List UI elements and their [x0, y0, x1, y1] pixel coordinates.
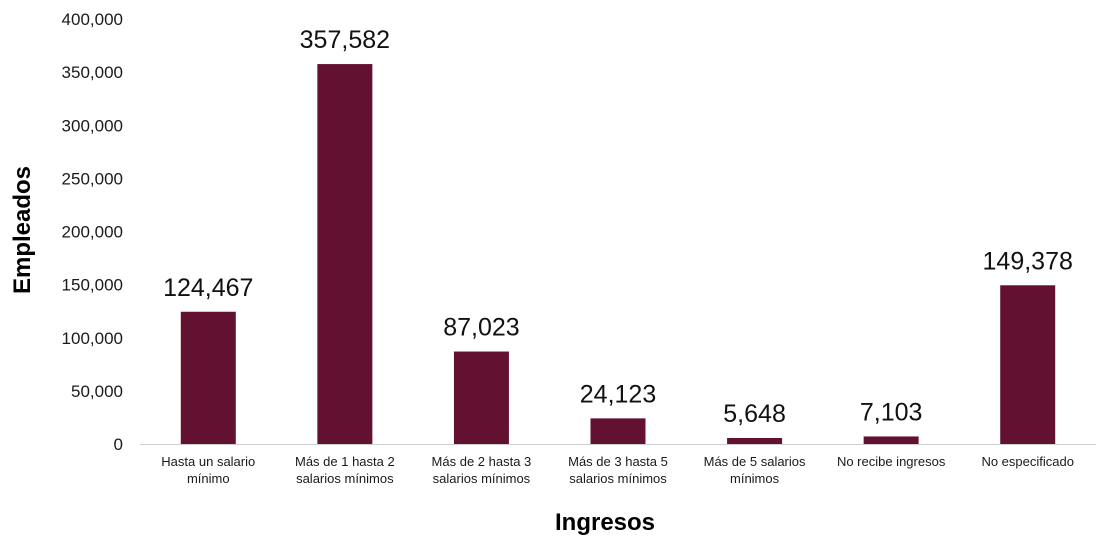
- data-label: 149,378: [983, 247, 1073, 275]
- y-tick-label: 100,000: [62, 329, 123, 348]
- data-labels: 124,467 357,582 87,023 24,123 5,648 7,103 149,…: [163, 26, 1073, 428]
- data-label: 124,467: [163, 274, 253, 302]
- data-label: 5,648: [723, 400, 786, 428]
- bar: [317, 64, 373, 444]
- y-tick-label: 200,000: [62, 223, 123, 242]
- y-axis-ticks: 0 50,000 100,000 150,000 200,000 250,000 300,0…: [62, 10, 123, 454]
- bar: [180, 311, 236, 444]
- y-tick-label: 0: [114, 435, 123, 454]
- bar: [1000, 285, 1056, 444]
- y-tick-label: 300,000: [62, 116, 123, 135]
- y-tick-label: 50,000: [71, 382, 123, 401]
- x-axis-title: Ingresos: [555, 509, 655, 536]
- y-axis-title: Empleados: [9, 166, 36, 294]
- y-tick-label: 400,000: [62, 10, 123, 29]
- data-label: 357,582: [300, 26, 390, 54]
- bar: [590, 418, 646, 444]
- x-tick-label: Más de 1 hasta 2 salarios mínimos: [295, 454, 395, 486]
- x-tick-label: No especificado: [981, 454, 1074, 469]
- y-tick-label: 250,000: [62, 169, 123, 188]
- data-label: 24,123: [580, 380, 656, 408]
- x-axis-ticks: Hasta un salario mínimo Más de 1 hasta 2 sa…: [161, 454, 1074, 486]
- x-tick-label: Más de 5 salarios mínimos: [704, 454, 806, 486]
- x-tick-label: Más de 2 hasta 3 salarios mínimos: [432, 454, 532, 486]
- bar: [727, 437, 783, 444]
- data-label: 87,023: [443, 314, 519, 342]
- y-tick-label: 350,000: [62, 63, 123, 82]
- data-label: 7,103: [860, 398, 923, 426]
- x-tick-label: Hasta un salario mínimo: [161, 454, 255, 486]
- bars: [180, 64, 1056, 444]
- x-tick-label: No recibe ingresos: [837, 454, 946, 469]
- y-tick-label: 150,000: [62, 276, 123, 295]
- x-tick-label: Más de 3 hasta 5 salarios mínimos: [568, 454, 668, 486]
- bar: [453, 351, 509, 444]
- bar: [863, 436, 919, 444]
